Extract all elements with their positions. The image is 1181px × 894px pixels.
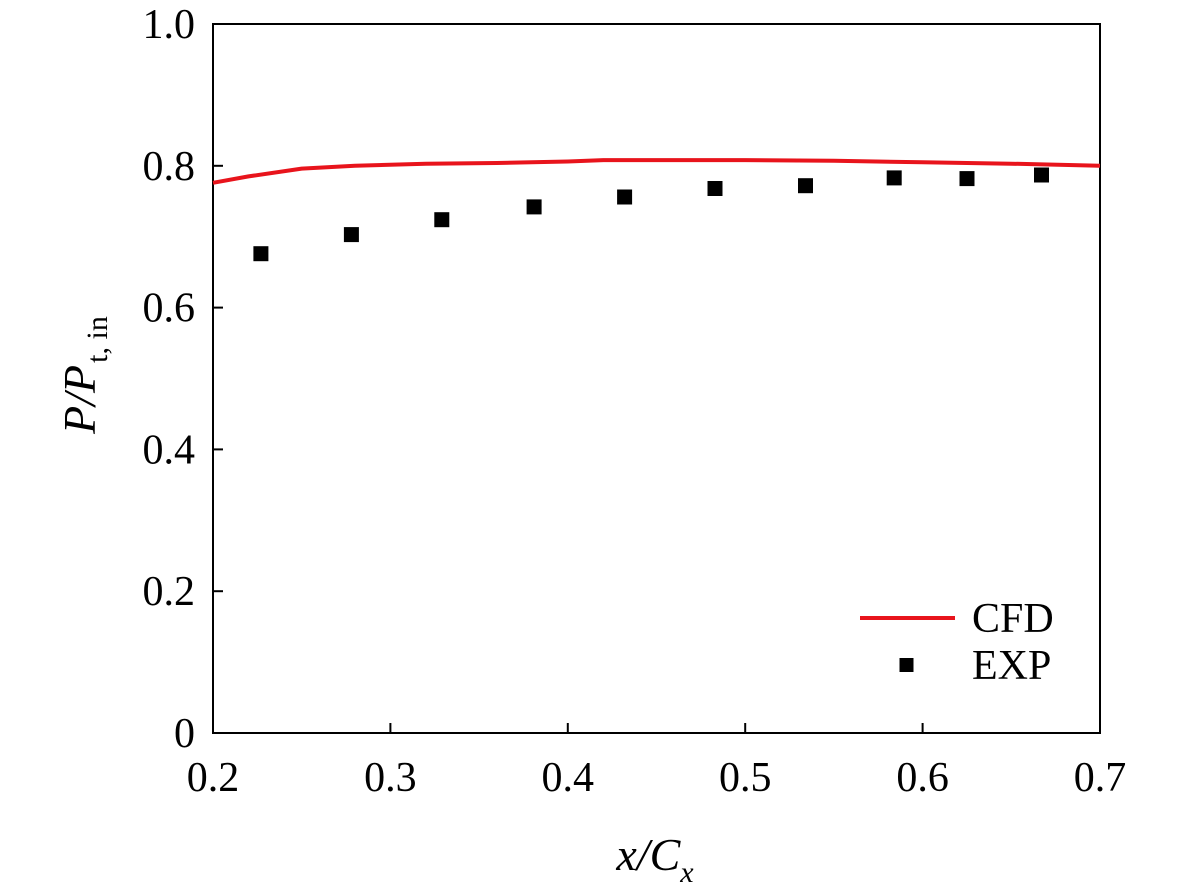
x-tick-label: 0.7 [1074,755,1127,801]
plot-area [212,23,1101,734]
data-point-exp [617,189,633,205]
y-tick-label: 0.6 [143,286,196,332]
y-tick-label: 0 [174,711,195,757]
series-line-cfd [212,158,1101,185]
data-point-exp [886,170,902,186]
legend-label-exp: EXP [972,643,1051,689]
legend-label-cfd: CFD [972,596,1054,642]
x-tick-label: 0.3 [364,755,417,801]
data-point-exp [253,246,269,262]
data-point-exp [1034,167,1049,183]
x-tick-label: 0.5 [719,755,772,801]
series-layer [212,158,1101,262]
data-point-exp [707,181,723,196]
y-axis-label: P/Pt, in [54,316,114,435]
y-tick-label: 1.0 [143,2,196,48]
data-point-exp [959,171,975,187]
data-point-exp [526,199,542,215]
x-tick-label: 0.2 [187,755,240,801]
x-tick-label: 0.6 [896,755,949,801]
axes-layer: 0.2 0.3 0.4 0.5 0.6 0.700.20.40.60.81.0 [143,2,1127,801]
y-tick-label: 0.4 [143,427,196,473]
x-tick-label: 0.4 [542,755,595,801]
legend-swatch-exp [899,658,914,672]
plot-frame [212,23,1101,734]
data-point-exp [434,212,450,228]
data-point-exp [798,178,813,194]
y-tick-label: 0.2 [143,569,196,615]
y-tick-label: 0.8 [143,144,196,190]
data-point-exp [343,227,359,243]
x-axis-label: x/Cx [615,829,694,889]
